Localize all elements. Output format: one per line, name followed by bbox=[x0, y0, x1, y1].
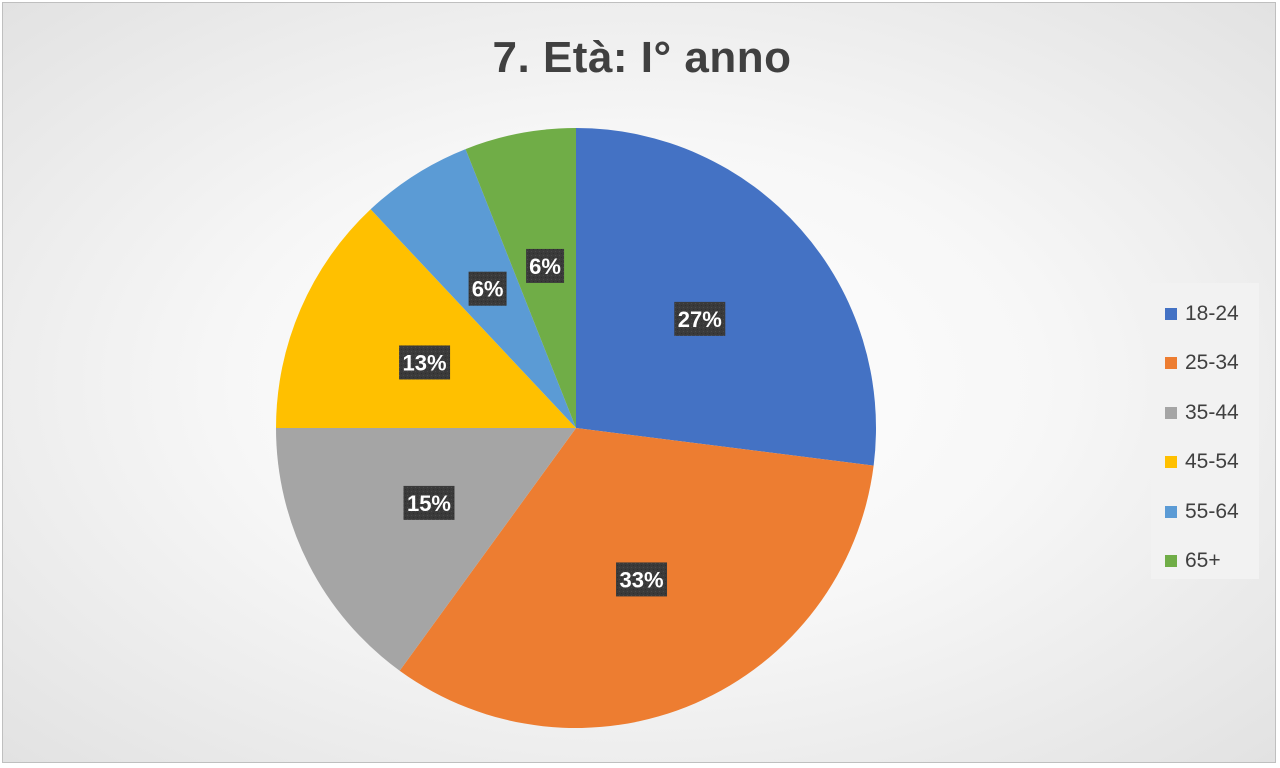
pie-slice-65+ bbox=[465, 128, 576, 428]
pie-chart: 27% 33% 15% 13% 6% 6% bbox=[276, 128, 877, 728]
data-label-box bbox=[399, 345, 451, 380]
data-label-text: 6% bbox=[472, 277, 504, 302]
legend-swatch bbox=[1165, 456, 1177, 469]
legend: 18-24 25-34 35-44 45-54 55-64 65+ bbox=[1151, 283, 1259, 579]
legend-item-45-54: 45-54 bbox=[1165, 438, 1259, 488]
legend-item-55-64: 55-64 bbox=[1165, 487, 1259, 537]
legend-item-35-44: 35-44 bbox=[1165, 388, 1259, 438]
legend-label: 25-34 bbox=[1185, 351, 1239, 375]
data-label-text: 27% bbox=[678, 307, 722, 332]
data-label-text: 33% bbox=[620, 567, 664, 592]
legend-swatch bbox=[1165, 307, 1177, 320]
legend-item-25-34: 25-34 bbox=[1165, 339, 1259, 389]
data-label-box bbox=[616, 562, 668, 597]
data-label-35-44: 15% bbox=[403, 485, 455, 520]
legend-label: 55-64 bbox=[1185, 499, 1239, 523]
legend-item-18-24: 18-24 bbox=[1165, 289, 1259, 339]
pie-data-labels: 27% 33% 15% 13% 6% 6% bbox=[399, 248, 726, 597]
data-label-18-24: 27% bbox=[674, 301, 726, 336]
legend-label: 18-24 bbox=[1185, 301, 1239, 325]
data-label-box bbox=[468, 271, 507, 306]
legend-swatch bbox=[1165, 555, 1177, 568]
legend-swatch bbox=[1165, 505, 1177, 518]
data-label-box bbox=[403, 485, 455, 520]
data-label-25-34: 33% bbox=[616, 562, 668, 597]
data-label-55-64: 6% bbox=[468, 271, 507, 306]
data-label-box bbox=[526, 248, 565, 283]
data-label-text: 15% bbox=[407, 491, 451, 516]
legend-swatch bbox=[1165, 357, 1177, 370]
legend-label: 65+ bbox=[1185, 549, 1221, 573]
data-label-text: 6% bbox=[529, 254, 561, 279]
legend-label: 45-54 bbox=[1185, 450, 1239, 474]
data-label-45-54: 13% bbox=[399, 345, 451, 380]
data-label-65+: 6% bbox=[526, 248, 565, 283]
pie-slice-45-54 bbox=[276, 209, 576, 428]
pie-slices bbox=[276, 128, 877, 728]
data-label-text: 13% bbox=[403, 350, 447, 375]
data-label-box bbox=[674, 301, 726, 336]
pie-slice-35-44 bbox=[276, 428, 576, 671]
legend-swatch bbox=[1165, 406, 1177, 419]
chart-title: 7. Età: I° anno bbox=[492, 33, 792, 82]
pie-slice-18-24 bbox=[576, 128, 877, 466]
legend-item-65+: 65+ bbox=[1165, 537, 1259, 587]
legend-label: 35-44 bbox=[1185, 400, 1239, 424]
